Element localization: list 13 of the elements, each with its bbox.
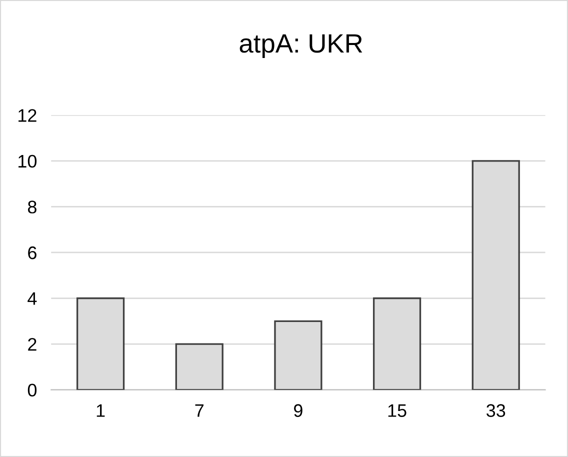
chart-title: atpA: UKR	[240, 34, 362, 58]
y-tick-label: 12	[18, 109, 36, 122]
x-tick-label: 33	[486, 404, 506, 417]
x-tick-label: 15	[388, 404, 406, 417]
x-tick-label: 9	[294, 404, 302, 417]
y-tick-label: 0	[28, 384, 37, 397]
y-tick-label: 10	[18, 154, 37, 168]
y-tick-label: 4	[28, 292, 37, 305]
x-tick-label: 7	[195, 404, 204, 417]
y-tick-label: 2	[28, 338, 36, 351]
x-tick-label: 1	[96, 404, 105, 417]
y-tick-label: 6	[28, 246, 36, 260]
y-tick-label: 8	[28, 200, 36, 214]
